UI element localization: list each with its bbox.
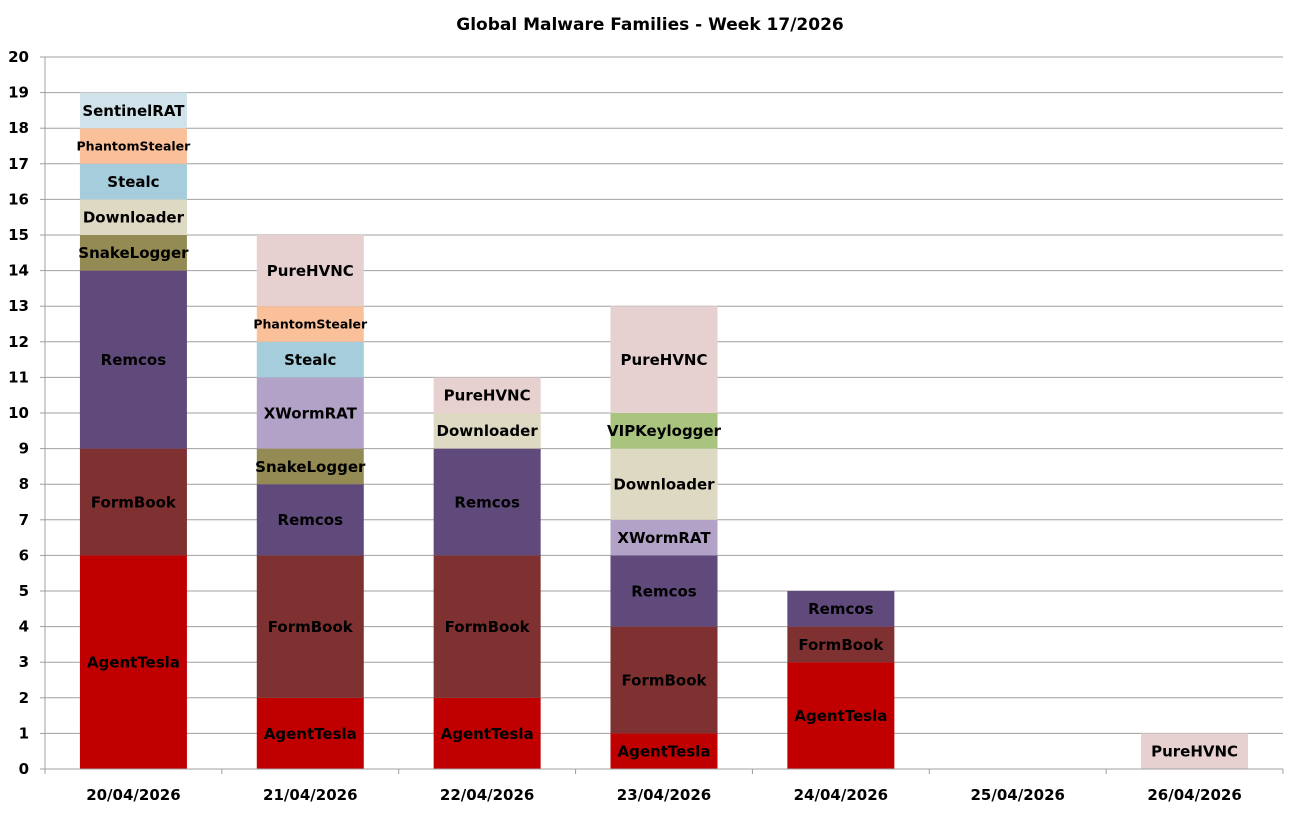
bar-segment-formbook <box>433 555 541 698</box>
bar-segment-snakelogger <box>256 448 364 485</box>
bar-segment-formbook <box>79 448 187 556</box>
bar-label-agenttesla: AgentTesla <box>264 725 357 743</box>
x-tick-label: 25/04/2026 <box>970 786 1064 804</box>
bar-label-downloader: Downloader <box>83 209 185 227</box>
bar-label-vipkeylogger: VIPKeylogger <box>607 422 722 440</box>
axes <box>40 56 1284 774</box>
bar-label-phantomstealer: PhantomStealer <box>77 139 192 154</box>
x-tick-label: 23/04/2026 <box>617 786 711 804</box>
bar-label-purehvnc: PureHVNC <box>621 351 708 369</box>
bar-label-remcos: Remcos <box>631 582 697 600</box>
bar-segment-agenttesla <box>256 697 364 769</box>
bar-segment-snakelogger <box>79 235 187 271</box>
bar-segment-purehvnc <box>433 377 541 413</box>
bars: AgentTesla FormBook Remcos SnakeLogger Downl… <box>77 92 1249 769</box>
bar-segment-sentinelrat <box>79 92 187 129</box>
bar-label-agenttesla: AgentTesla <box>794 707 887 725</box>
bar-label-snakelogger: SnakeLogger <box>255 458 366 476</box>
bar-label-agenttesla: AgentTesla <box>441 725 534 743</box>
bar-label-remcos: Remcos <box>454 493 520 511</box>
bar-label-remcos: Remcos <box>101 351 167 369</box>
y-tick-label: 1 <box>19 724 29 742</box>
bar-label-formbook: FormBook <box>798 636 884 654</box>
bar-segment-phantomstealer <box>256 306 364 342</box>
bar-label-agenttesla: AgentTesla <box>87 654 180 672</box>
bar-segment-agenttesla <box>433 697 541 769</box>
y-tick-label: 9 <box>19 440 29 458</box>
y-tick-label: 14 <box>8 262 29 280</box>
y-tick-label: 0 <box>19 760 29 778</box>
bar-segment-remcos <box>610 555 718 627</box>
bar-segment-agenttesla <box>79 555 187 769</box>
x-tick-label: 20/04/2026 <box>86 786 180 804</box>
bar-segment-formbook <box>787 626 895 663</box>
bar-label-agenttesla: AgentTesla <box>618 743 711 761</box>
bar-segment-phantomstealer <box>79 128 187 164</box>
chart-title: Global Malware Families - Week 17/2026 <box>456 15 844 35</box>
bar-label-formbook: FormBook <box>268 618 354 636</box>
bar-label-phantomstealer: PhantomStealer <box>253 317 368 332</box>
y-tick-label: 19 <box>8 84 29 102</box>
y-tick-label: 11 <box>8 368 29 386</box>
bar-label-purehvnc: PureHVNC <box>444 387 531 405</box>
y-tick-label: 7 <box>19 511 29 529</box>
bar-label-purehvnc: PureHVNC <box>267 262 354 280</box>
bar-label-remcos: Remcos <box>808 600 874 618</box>
bar-label-purehvnc: PureHVNC <box>1151 743 1238 761</box>
bar-label-formbook: FormBook <box>622 671 708 689</box>
bar-segment-remcos <box>433 448 541 556</box>
bar-segment-remcos <box>79 270 187 449</box>
y-tick-label: 8 <box>19 475 29 493</box>
bar-label-stealc: Stealc <box>284 351 336 369</box>
bar-segment-remcos <box>787 591 895 627</box>
x-tick-label: 24/04/2026 <box>794 786 888 804</box>
x-tick-label: 21/04/2026 <box>263 786 357 804</box>
y-tick-label: 6 <box>19 546 29 564</box>
bar-segment-downloader <box>610 448 718 520</box>
bar-segment-stealc <box>79 163 187 200</box>
y-tick-label: 20 <box>8 48 29 66</box>
y-tick-label: 3 <box>19 653 29 671</box>
bar-label-remcos: Remcos <box>278 511 344 529</box>
x-tick-label: 22/04/2026 <box>440 786 534 804</box>
bar-segment-stealc <box>256 341 364 378</box>
bar-segment-formbook <box>256 555 364 698</box>
bar-segment-purehvnc <box>610 306 718 413</box>
bar-label-downloader: Downloader <box>437 422 539 440</box>
bar-segment-xwormrat <box>610 519 718 556</box>
y-tick-label: 12 <box>8 333 29 351</box>
y-tick-label: 16 <box>8 190 29 208</box>
bar-label-snakelogger: SnakeLogger <box>78 244 189 262</box>
bar-segment-downloader <box>433 413 541 449</box>
y-tick-label: 18 <box>8 119 29 137</box>
bar-label-xwormrat: XWormRAT <box>264 404 358 422</box>
bar-label-xwormrat: XWormRAT <box>617 529 711 547</box>
bar-segment-agenttesla <box>787 662 895 769</box>
bar-label-formbook: FormBook <box>91 493 177 511</box>
bar-segment-remcos <box>256 484 364 556</box>
bar-segment-xwormrat <box>256 377 364 449</box>
bar-segment-purehvnc <box>1141 733 1249 769</box>
y-tick-label: 10 <box>8 404 29 422</box>
bar-label-formbook: FormBook <box>445 618 531 636</box>
y-tick-label: 17 <box>8 155 29 173</box>
bar-segment-vipkeylogger <box>610 413 718 449</box>
x-tick-labels: 20/04/2026 21/04/2026 22/04/2026 23/04/2026… <box>86 786 1242 804</box>
bar-label-downloader: Downloader <box>613 476 715 494</box>
y-tick-label: 15 <box>8 226 29 244</box>
bar-label-stealc: Stealc <box>107 173 159 191</box>
x-tick-label: 26/04/2026 <box>1147 786 1241 804</box>
bar-segment-downloader <box>79 199 187 235</box>
bar-segment-formbook <box>610 626 718 734</box>
bar-segment-agenttesla <box>610 733 718 769</box>
y-tick-label: 5 <box>19 582 29 600</box>
bar-segment-purehvnc <box>256 235 364 307</box>
y-tick-label: 13 <box>8 297 29 315</box>
y-tick-label: 2 <box>19 689 29 707</box>
bar-label-sentinelrat: SentinelRAT <box>82 102 185 120</box>
y-tick-label: 4 <box>19 618 29 636</box>
